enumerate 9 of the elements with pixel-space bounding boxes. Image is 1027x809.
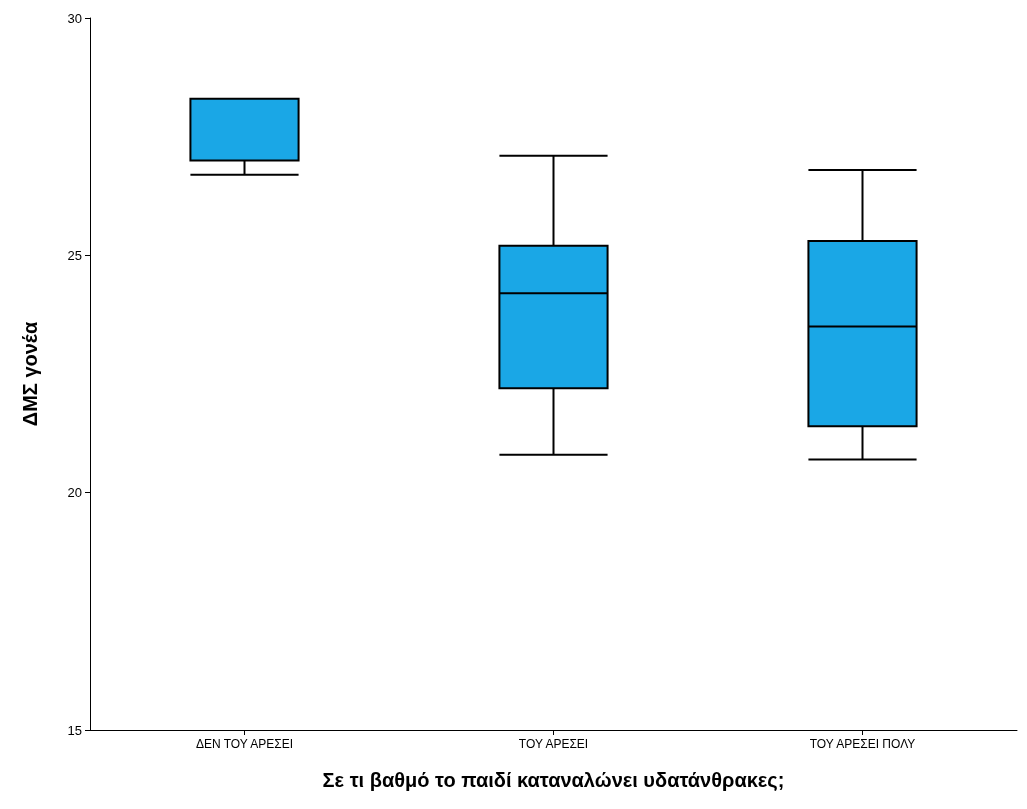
y-tick-label: 15 [67, 722, 82, 738]
x-tick-label: ΔΕΝ ΤΟΥ ΑΡΕΣΕΙ [195, 737, 294, 751]
y-tick-label: 25 [67, 247, 82, 263]
y-axis-title: ΔΜΣ γονέα [19, 321, 41, 427]
x-axis-title: Σε τι βαθμό το παιδί καταναλώνει υδατάνθρακες; [322, 769, 785, 791]
y-tick-label: 30 [67, 10, 82, 26]
x-tick-label: ΤΟΥ ΑΡΕΣΕΙ [518, 737, 589, 751]
y-tick-label: 20 [67, 485, 82, 501]
x-tick-label: ΤΟΥ ΑΡΕΣΕΙ ΠΟΛΥ [809, 737, 916, 751]
